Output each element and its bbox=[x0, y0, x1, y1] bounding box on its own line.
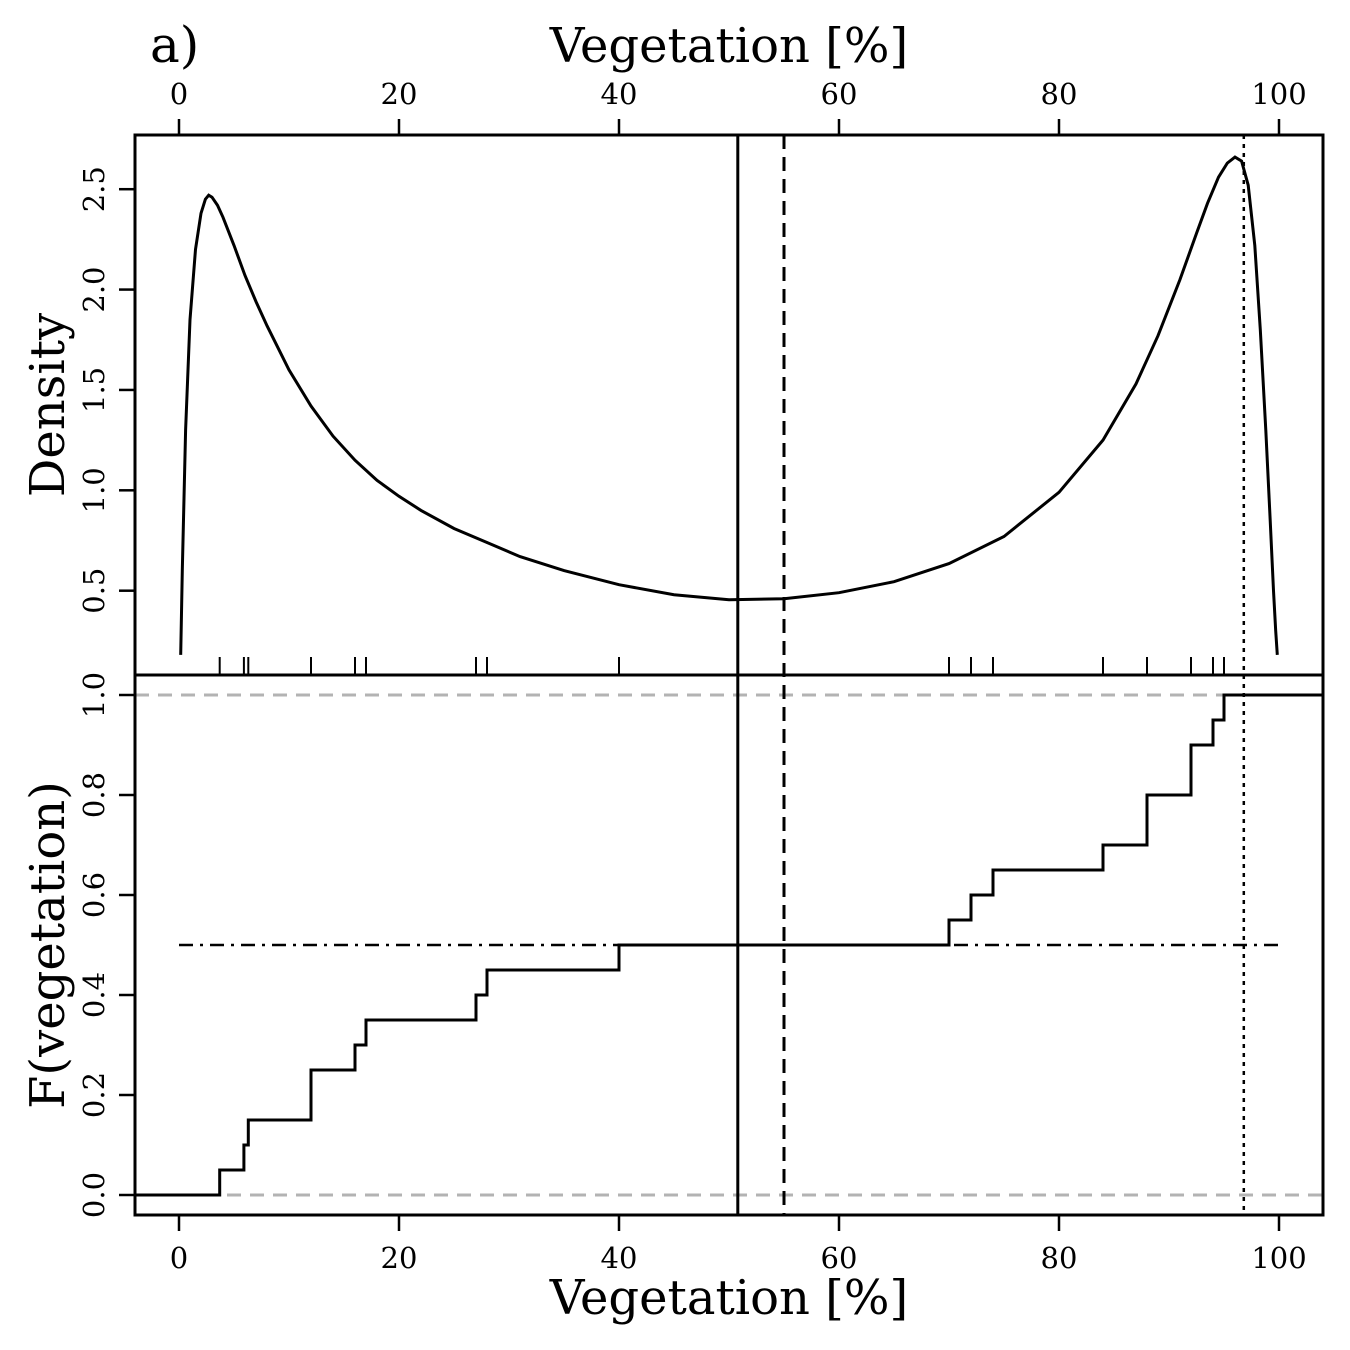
density-curve bbox=[179, 155, 1279, 655]
panel-label: a) bbox=[150, 16, 199, 74]
top-x-tick-label-4: 80 bbox=[1041, 77, 1078, 111]
top-x-tick-label-5: 100 bbox=[1251, 77, 1306, 111]
density-y-tick-label-0: 0.5 bbox=[77, 568, 111, 614]
ecdf-y-axis-title: F(vegetation) bbox=[20, 781, 76, 1109]
top-x-tick-label-2: 40 bbox=[601, 77, 638, 111]
bottom-x-tick-label-3: 60 bbox=[821, 1241, 858, 1275]
ecdf-panel-frame bbox=[133, 673, 1325, 1217]
top-x-tick-label-1: 20 bbox=[381, 77, 418, 111]
density-y-tick-label-3: 2.0 bbox=[77, 267, 111, 313]
ecdf-y-tick-label-3: 0.6 bbox=[77, 872, 111, 918]
bottom-x-tick-label-1: 20 bbox=[381, 1241, 418, 1275]
axes: 0 20 40 60 80 100 0 20 40 60 80 100 0.5 1.0 1.5 2.0 2.5 0… bbox=[77, 77, 1307, 1275]
top-x-tick-label-0: 0 bbox=[170, 77, 188, 111]
density-y-tick-label-1: 1.0 bbox=[77, 467, 111, 513]
ecdf-y-tick-label-2: 0.4 bbox=[77, 972, 111, 1018]
ecdf-y-tick-label-1: 0.2 bbox=[77, 1072, 111, 1118]
density-y-axis-title: Density bbox=[20, 313, 76, 497]
density-y-tick-label-2: 1.5 bbox=[77, 367, 111, 413]
bottom-x-tick-label-0: 0 bbox=[170, 1241, 188, 1275]
bottom-x-axis-title: Vegetation [%] bbox=[549, 1270, 908, 1326]
ecdf-y-tick-label-0: 0.0 bbox=[77, 1172, 111, 1218]
bottom-x-tick-label-4: 80 bbox=[1041, 1241, 1078, 1275]
top-x-tick-label-3: 60 bbox=[821, 77, 858, 111]
rug-marks bbox=[218, 657, 1225, 675]
bottom-x-tick-label-2: 40 bbox=[601, 1241, 638, 1275]
density-panel-frame bbox=[133, 133, 1325, 677]
ecdf-y-tick-label-5: 1.0 bbox=[77, 672, 111, 718]
density-y-tick-label-4: 2.5 bbox=[77, 166, 111, 212]
ecdf-y-tick-label-4: 0.8 bbox=[77, 772, 111, 818]
bottom-x-tick-label-5: 100 bbox=[1251, 1241, 1306, 1275]
top-x-axis-title: Vegetation [%] bbox=[549, 18, 908, 74]
ecdf-step-line bbox=[135, 693, 1323, 1197]
